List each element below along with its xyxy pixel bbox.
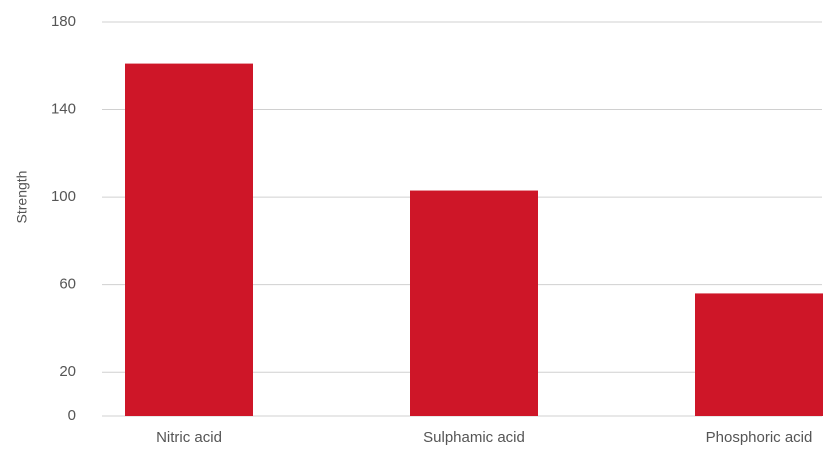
bar (125, 63, 253, 416)
x-axis-categories: Nitric acid Sulphamic acid Phosphoric acid (156, 429, 812, 446)
y-axis-ticks: 0 20 60 100 140 180 (51, 13, 76, 424)
y-tick-label: 20 (59, 363, 76, 380)
x-category-label: Sulphamic acid (423, 429, 525, 446)
y-axis-title: Strength (14, 171, 30, 224)
y-tick-label: 180 (51, 13, 76, 30)
y-tick-label: 0 (68, 407, 76, 424)
x-category-label: Nitric acid (156, 429, 222, 446)
y-tick-label: 60 (59, 276, 76, 293)
bar (695, 293, 823, 416)
y-tick-label: 140 (51, 101, 76, 118)
y-tick-label: 100 (51, 188, 76, 205)
x-category-label: Phosphoric acid (706, 429, 813, 446)
bars (125, 63, 823, 416)
bar (410, 190, 538, 416)
